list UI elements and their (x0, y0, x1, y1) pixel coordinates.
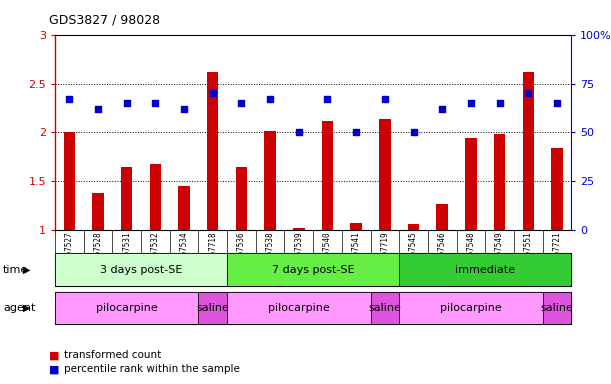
Point (265, 96, 275, 102)
Text: saline: saline (541, 303, 573, 313)
Point (93, 106, 103, 112)
Point (294, 129, 304, 136)
Point (495, 100, 505, 106)
Point (552, 100, 562, 106)
Point (351, 129, 361, 136)
Text: 7 days post-SE: 7 days post-SE (272, 265, 354, 275)
Text: GDS3827 / 98028: GDS3827 / 98028 (49, 14, 160, 27)
Bar (199, 292, 227, 324)
Point (524, 90, 533, 96)
Point (64, 96, 74, 102)
Point (466, 100, 476, 106)
Point (208, 90, 218, 96)
Bar (150, 164, 161, 230)
Bar (265, 131, 276, 230)
Text: percentile rank within the sample: percentile rank within the sample (64, 364, 240, 374)
Text: ■: ■ (49, 364, 59, 374)
Bar (121, 167, 133, 230)
Bar (379, 119, 390, 230)
Bar (227, 292, 370, 324)
Bar (55, 292, 199, 324)
Bar (465, 138, 477, 230)
Text: transformed count: transformed count (64, 350, 161, 360)
Bar (551, 148, 563, 230)
Text: ▶: ▶ (23, 265, 31, 275)
Point (150, 100, 160, 106)
Bar (64, 132, 75, 230)
Text: 3 days post-SE: 3 days post-SE (100, 265, 182, 275)
Text: ▶: ▶ (23, 303, 31, 313)
Point (122, 100, 131, 106)
Bar (227, 253, 399, 286)
Point (380, 96, 390, 102)
Point (236, 100, 246, 106)
Bar (351, 223, 362, 230)
Bar (207, 72, 219, 230)
Bar (408, 223, 419, 230)
Text: pilocarpine: pilocarpine (268, 303, 330, 313)
Text: agent: agent (3, 303, 35, 313)
Point (323, 96, 332, 102)
Point (437, 106, 447, 112)
Text: pilocarpine: pilocarpine (96, 303, 158, 313)
Bar (92, 193, 104, 230)
Bar (543, 292, 571, 324)
Text: ■: ■ (49, 350, 59, 360)
Bar (370, 292, 399, 324)
Bar (399, 253, 571, 286)
Text: pilocarpine: pilocarpine (440, 303, 502, 313)
Bar (494, 134, 505, 230)
Bar (522, 72, 534, 230)
Bar (293, 228, 304, 230)
Bar (399, 292, 543, 324)
Text: saline: saline (196, 303, 229, 313)
Bar (322, 121, 333, 230)
Text: time: time (3, 265, 28, 275)
Point (179, 106, 189, 112)
Text: immediate: immediate (455, 265, 515, 275)
Bar (178, 186, 190, 230)
Bar (55, 253, 227, 286)
Bar (236, 167, 247, 230)
Text: saline: saline (368, 303, 401, 313)
Point (409, 129, 419, 136)
Bar (436, 204, 448, 230)
